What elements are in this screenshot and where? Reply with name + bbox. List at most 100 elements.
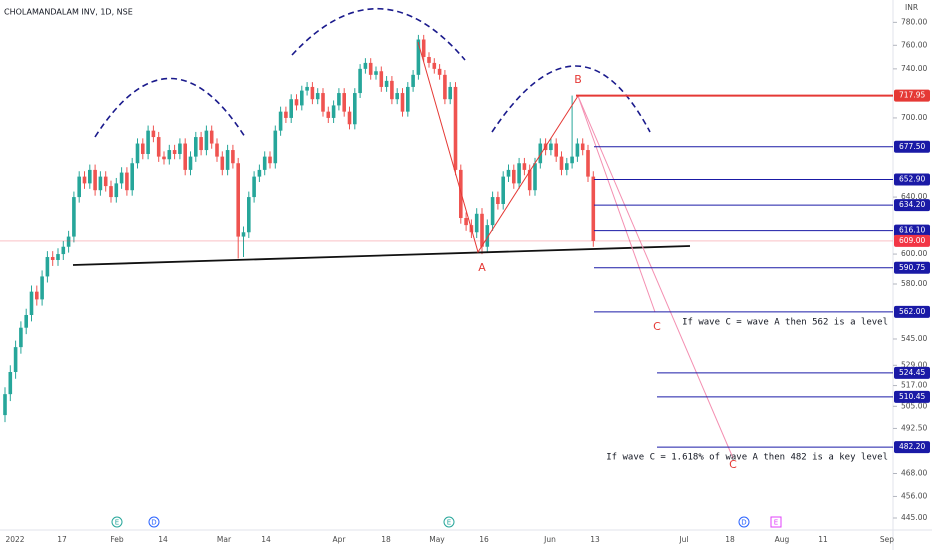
candle-body bbox=[236, 163, 240, 237]
y-tick-label: 445.00 bbox=[901, 513, 927, 522]
shoulder-arc bbox=[491, 65, 651, 133]
x-tick-label: 18 bbox=[725, 535, 735, 544]
candle-body bbox=[178, 143, 182, 154]
candle-body bbox=[61, 246, 66, 255]
candle-body bbox=[273, 130, 278, 164]
y-tick-label: 456.00 bbox=[901, 491, 927, 500]
candle-body bbox=[496, 197, 500, 205]
candle-body bbox=[374, 71, 378, 75]
candle-body bbox=[98, 176, 103, 191]
y-tick-label: 700.00 bbox=[901, 113, 927, 122]
x-tick-label: May bbox=[429, 535, 445, 544]
head-arc bbox=[291, 7, 466, 61]
candle-body bbox=[24, 315, 28, 328]
y-tick-label: 517.00 bbox=[901, 381, 927, 390]
annotation: If wave C = 1.618% of wave A then 482 is… bbox=[606, 453, 888, 463]
x-tick-label: Jul bbox=[678, 535, 688, 544]
candle-body bbox=[13, 347, 18, 373]
candle-body bbox=[130, 163, 134, 191]
candle-body bbox=[342, 93, 346, 112]
y-tick-label: 545.00 bbox=[901, 334, 927, 343]
candle-body bbox=[231, 150, 235, 164]
candle-body bbox=[421, 39, 426, 57]
wave-label: C bbox=[653, 320, 661, 333]
candle-body bbox=[501, 176, 505, 205]
level-tag bbox=[894, 199, 930, 212]
candle-body bbox=[278, 111, 283, 131]
level-tag bbox=[894, 390, 930, 403]
candle-body bbox=[8, 372, 13, 395]
level-tag-label: 717.95 bbox=[899, 91, 925, 100]
candle-body bbox=[50, 257, 55, 260]
candle-body bbox=[559, 156, 564, 170]
candle-body bbox=[66, 236, 71, 247]
projection-line bbox=[577, 95, 656, 313]
candle-body bbox=[209, 130, 214, 144]
candle-body bbox=[284, 111, 288, 118]
y-tick-label: 760.00 bbox=[901, 40, 927, 49]
x-tick-label: Apr bbox=[333, 535, 347, 544]
candle-body bbox=[135, 143, 140, 164]
event-label: E bbox=[447, 519, 451, 527]
level-tag-label: 590.75 bbox=[899, 263, 925, 272]
y-tick-label: 780.00 bbox=[901, 17, 927, 26]
x-tick-label: Feb bbox=[110, 535, 124, 544]
candle-body bbox=[268, 156, 272, 164]
y-tick-label: 600.00 bbox=[901, 249, 927, 258]
candle-body bbox=[114, 183, 119, 198]
level-tag-label: 616.10 bbox=[899, 226, 925, 235]
x-tick-label: 14 bbox=[158, 535, 168, 544]
wave-label: A bbox=[478, 261, 486, 274]
candle-body bbox=[533, 163, 537, 191]
candle-body bbox=[554, 143, 558, 157]
level-tag bbox=[894, 441, 930, 454]
candle-body bbox=[141, 143, 145, 154]
x-tick-label: Jun bbox=[543, 535, 556, 544]
candle-body bbox=[406, 86, 410, 112]
candle-body bbox=[485, 225, 490, 247]
chart-title: CHOLAMANDALAM INV, 1D, NSE bbox=[4, 8, 133, 17]
level-tag bbox=[894, 366, 930, 379]
event-label: D bbox=[151, 519, 156, 527]
event-marker bbox=[738, 516, 750, 528]
level-tag bbox=[894, 89, 930, 102]
candle-body bbox=[575, 143, 580, 157]
candle-body bbox=[580, 143, 585, 151]
x-tick-label: 18 bbox=[381, 535, 391, 544]
level-tag bbox=[894, 261, 930, 274]
candle-body bbox=[363, 62, 368, 69]
candle-body bbox=[517, 163, 521, 184]
candle-body bbox=[432, 62, 437, 69]
level-tag bbox=[894, 305, 930, 318]
candle-body bbox=[480, 213, 484, 247]
candle-body bbox=[427, 56, 431, 63]
x-tick-label: Sep bbox=[880, 535, 894, 544]
candle-body bbox=[172, 150, 177, 154]
candle-body bbox=[331, 105, 336, 118]
candle-body bbox=[220, 156, 225, 170]
candle-body bbox=[156, 137, 161, 157]
candle-body bbox=[93, 169, 97, 191]
annotation: If wave C = wave A then 562 is a level bbox=[682, 318, 888, 328]
wave-line bbox=[417, 41, 579, 254]
wave-label: C bbox=[729, 458, 737, 471]
wave-label: B bbox=[574, 73, 582, 86]
event-marker bbox=[443, 516, 455, 528]
candle-body bbox=[262, 156, 267, 170]
candle-body bbox=[570, 156, 574, 164]
candle-body bbox=[29, 291, 34, 316]
candle-body bbox=[527, 169, 532, 191]
level-tag bbox=[894, 140, 930, 153]
candle-body bbox=[204, 130, 209, 151]
candle-body bbox=[565, 163, 569, 170]
candle-body bbox=[146, 130, 150, 154]
candle-body bbox=[305, 86, 309, 91]
candle-body bbox=[109, 186, 113, 198]
candle-body bbox=[326, 111, 331, 118]
candle-body bbox=[119, 172, 124, 184]
event-label: E bbox=[115, 519, 119, 527]
candle-body bbox=[310, 86, 315, 100]
level-tag-label: 524.45 bbox=[899, 368, 925, 377]
candle-body bbox=[35, 291, 39, 300]
